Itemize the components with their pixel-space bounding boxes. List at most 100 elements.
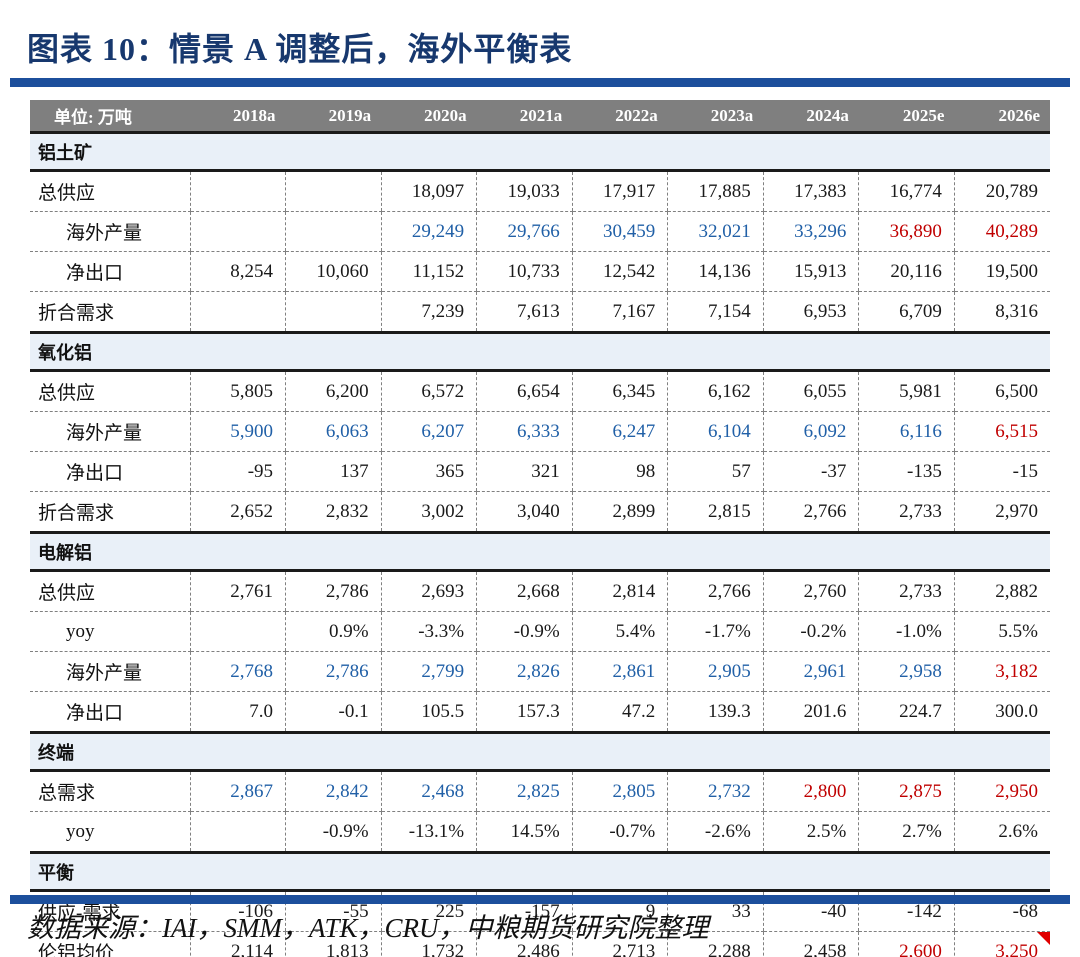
value-cell: -0.7% <box>571 811 668 853</box>
row-label: 折合需求 <box>30 491 190 533</box>
section-header-row: 氧化铝 <box>30 331 1050 372</box>
value-cell: 15,913 <box>762 251 859 292</box>
value-cell: 2,805 <box>571 770 668 812</box>
value-cell: 32,021 <box>667 211 764 252</box>
section-title: 终端 <box>30 731 1050 772</box>
col-header: 2023a <box>667 100 764 134</box>
data-source: 数据来源：IAI，SMM，ATK，CRU，中粮期货研究院整理 <box>27 913 709 943</box>
col-header: 2018a <box>190 100 286 134</box>
value-cell: 33,296 <box>762 211 859 252</box>
value-cell: 2,825 <box>476 770 573 812</box>
value-cell: 6,063 <box>285 411 382 452</box>
value-cell: 2,905 <box>667 651 764 692</box>
value-cell: 2,600 <box>858 931 955 957</box>
value-cell: 2.5% <box>762 811 859 853</box>
value-cell: 2,961 <box>762 651 859 692</box>
value-cell: 5,981 <box>858 370 955 412</box>
value-cell: 6,055 <box>762 370 859 412</box>
col-header: 2020a <box>381 100 477 134</box>
value-cell: -15 <box>953 451 1050 492</box>
value-cell: 17,383 <box>762 170 859 212</box>
unit-label: 单位: 万吨 <box>30 100 190 134</box>
value-cell: 2,867 <box>189 770 286 812</box>
table-row: 净出口 -95 137 365 321 98 57 -37 -135 -15 <box>30 451 1050 492</box>
col-header: 2025e <box>858 100 955 134</box>
table-header: 单位: 万吨 2018a 2019a 2020a 2021a 2022a 2023a 2024… <box>30 100 1050 134</box>
value-cell <box>285 291 382 333</box>
value-cell: 2,733 <box>858 491 955 533</box>
section-header-row: 铝土矿 <box>30 131 1050 172</box>
value-cell: 2,800 <box>762 770 859 812</box>
table-row: 海外产量 5,900 6,063 6,207 6,333 6,247 6,104 6,092 6… <box>30 411 1050 452</box>
value-cell: 1,732 <box>380 931 477 957</box>
value-cell: 321 <box>476 451 573 492</box>
value-cell: 47.2 <box>571 691 668 733</box>
value-cell: -2.6% <box>667 811 764 853</box>
section-title: 电解铝 <box>30 531 1050 572</box>
value-cell <box>285 211 382 252</box>
value-cell: 2,114 <box>189 931 286 957</box>
table-row: 折合需求 7,239 7,613 7,167 7,154 6,953 6,709 8,316 <box>30 291 1050 333</box>
table-row: 总需求 2,867 2,842 2,468 2,825 2,805 2,732 2,800 2,… <box>30 770 1050 812</box>
value-cell: 2,970 <box>953 491 1050 533</box>
section-title: 氧化铝 <box>30 331 1050 372</box>
value-cell: 6,116 <box>858 411 955 452</box>
value-cell: 7,167 <box>571 291 668 333</box>
row-label: 折合需求 <box>30 291 190 333</box>
table-row: 海外产量 29,249 29,766 30,459 32,021 33,296 36,890… <box>30 211 1050 252</box>
value-cell: 2,768 <box>189 651 286 692</box>
value-cell: 201.6 <box>762 691 859 733</box>
value-cell: 2.7% <box>858 811 955 853</box>
value-cell: 20,116 <box>858 251 955 292</box>
value-cell: 7,613 <box>476 291 573 333</box>
row-label: 海外产量 <box>30 411 190 452</box>
value-cell: 2,842 <box>285 770 382 812</box>
value-cell: 19,033 <box>476 170 573 212</box>
row-label: 总供应 <box>30 170 190 212</box>
col-header: 2022a <box>572 100 668 134</box>
value-cell: 2,486 <box>476 931 573 957</box>
value-cell: 2,761 <box>189 570 286 612</box>
value-cell: 19,500 <box>953 251 1050 292</box>
value-cell: 2,799 <box>380 651 477 692</box>
table-row: 总供应 5,805 6,200 6,572 6,654 6,345 6,162 6,055 5,… <box>30 370 1050 412</box>
value-cell: 5.5% <box>953 611 1050 652</box>
value-cell: 6,500 <box>953 370 1050 412</box>
value-cell: 5,900 <box>189 411 286 452</box>
value-cell: 7.0 <box>189 691 286 733</box>
header-row: 单位: 万吨 2018a 2019a 2020a 2021a 2022a 2023a 2024… <box>30 100 1050 134</box>
value-cell: -13.1% <box>380 811 477 853</box>
value-cell: 2,713 <box>571 931 668 957</box>
table-row: yoy 0.9% -3.3% -0.9% 5.4% -1.7% -0.2% -1.0% 5.5% <box>30 611 1050 652</box>
value-cell: 20,789 <box>953 170 1050 212</box>
value-cell: 2,958 <box>858 651 955 692</box>
section-header-row: 平衡 <box>30 851 1050 892</box>
table-row: 海外产量 2,768 2,786 2,799 2,826 2,861 2,905 2,961 2… <box>30 651 1050 692</box>
value-cell <box>189 611 286 652</box>
value-cell <box>189 811 286 853</box>
value-cell: 3,040 <box>476 491 573 533</box>
value-cell: 2,861 <box>571 651 668 692</box>
value-cell: 6,333 <box>476 411 573 452</box>
value-cell: 2,832 <box>285 491 382 533</box>
value-cell: -37 <box>762 451 859 492</box>
value-cell: 29,766 <box>476 211 573 252</box>
value-cell: 11,152 <box>380 251 477 292</box>
value-cell: 2,882 <box>953 570 1050 612</box>
value-cell: 2,950 <box>953 770 1050 812</box>
value-cell: 2,786 <box>285 570 382 612</box>
value-cell: 105.5 <box>380 691 477 733</box>
col-header: 2024a <box>763 100 859 134</box>
value-cell: 2,815 <box>667 491 764 533</box>
value-cell: 2,693 <box>380 570 477 612</box>
value-cell: -0.1 <box>285 691 382 733</box>
value-cell: 7,154 <box>667 291 764 333</box>
value-cell: 1,813 <box>285 931 382 957</box>
value-cell: 36,890 <box>858 211 955 252</box>
row-label: 总供应 <box>30 370 190 412</box>
value-cell: 16,774 <box>858 170 955 212</box>
table-row: 总供应 2,761 2,786 2,693 2,668 2,814 2,766 2,760 2,… <box>30 570 1050 612</box>
row-label: 净出口 <box>30 451 190 492</box>
value-cell: 12,542 <box>571 251 668 292</box>
row-label: yoy <box>30 811 190 853</box>
